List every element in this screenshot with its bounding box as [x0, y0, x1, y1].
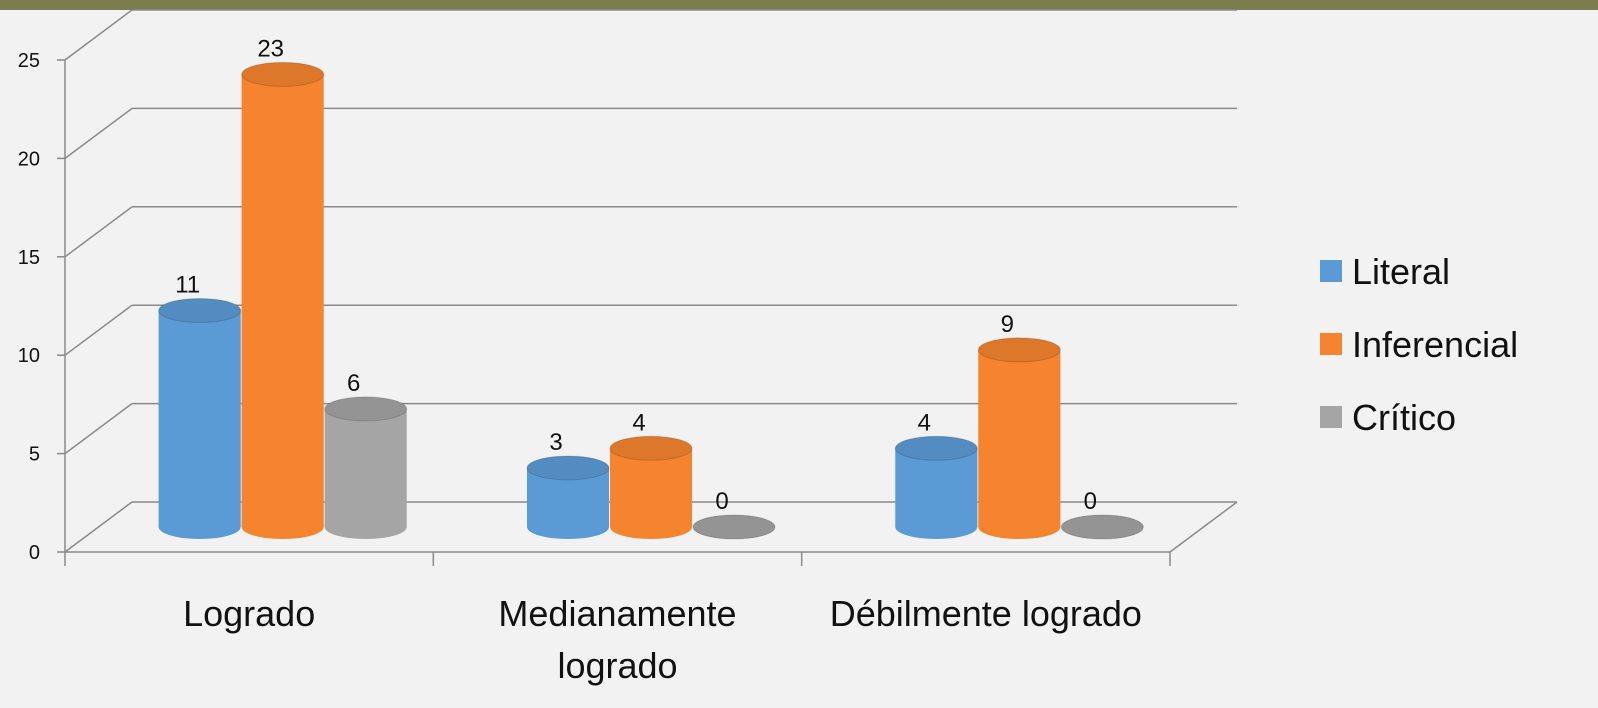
cylinder-top [692, 514, 776, 540]
grid-diagonal [64, 402, 133, 455]
y-tick-label: 15 [18, 247, 40, 269]
value-label: 4 [632, 409, 645, 436]
x-tick-label: Logrado [183, 593, 316, 634]
legend-label: Crítico [1352, 397, 1456, 438]
cylinder-top [1060, 514, 1144, 540]
cylinder-shade [895, 448, 978, 527]
grid-diagonal [64, 501, 133, 553]
y-tick-label: 5 [29, 444, 40, 466]
cylinder-shade [158, 310, 241, 527]
value-label: 23 [257, 35, 284, 62]
cylinder-top [894, 435, 978, 461]
grid-diagonal [64, 9, 133, 61]
y-tick-label: 10 [18, 345, 40, 367]
value-label: 3 [549, 429, 562, 456]
floor-right [1169, 501, 1238, 553]
cylinder [526, 455, 610, 539]
cylinder-top [977, 337, 1061, 363]
cylinder-top [609, 435, 693, 461]
cylinder [609, 435, 693, 539]
value-label: 9 [1001, 311, 1014, 338]
grid-diagonal [64, 304, 133, 356]
value-label: 4 [918, 409, 931, 436]
cylinder-shade [610, 448, 692, 527]
cylinder [324, 396, 408, 539]
y-tick-label: 25 [18, 50, 40, 72]
y-tick-label: 20 [18, 148, 40, 170]
x-tick-label: Medianamente logrado [498, 593, 737, 686]
value-label: 6 [347, 370, 360, 397]
value-label: 11 [175, 272, 200, 299]
cylinder [241, 61, 325, 539]
y-tick-label: 0 [29, 542, 40, 564]
cylinder [977, 337, 1061, 539]
cylinder [692, 514, 776, 540]
legend-label: Inferencial [1352, 324, 1518, 365]
legend-swatch [1320, 333, 1342, 355]
cylinder [1060, 514, 1144, 540]
value-label: 0 [715, 488, 728, 515]
value-label: 0 [1084, 488, 1097, 515]
legend-swatch [1320, 406, 1342, 428]
cylinder-top [324, 396, 408, 422]
cylinder-top [158, 298, 242, 324]
cylinder [894, 435, 978, 539]
header-stripe [0, 0, 1598, 10]
x-tick-label: Débilmente logrado [829, 593, 1142, 634]
cylinder-shade [241, 74, 324, 528]
legend-label: Literal [1352, 251, 1450, 292]
grid-diagonal [64, 107, 133, 160]
legend-swatch [1320, 260, 1342, 282]
cylinder-top [241, 61, 325, 87]
cylinder-shade [978, 349, 1061, 527]
cylinder-top [526, 455, 610, 481]
grid-diagonal [64, 206, 133, 258]
cylinder-shade [324, 408, 407, 527]
cylinder [158, 298, 242, 539]
